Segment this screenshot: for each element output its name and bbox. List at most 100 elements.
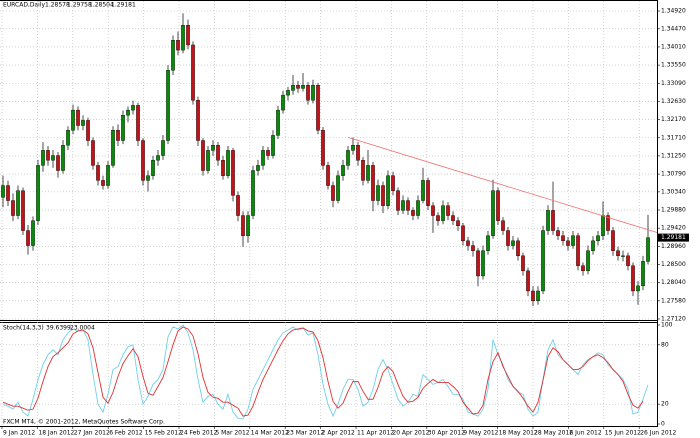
- candle-body: [391, 175, 395, 191]
- y-tick-label: 1.33090: [661, 80, 686, 87]
- ohlc-value: 1.29758: [67, 2, 92, 9]
- candle-body: [131, 105, 135, 111]
- x-tick-label: 24 Feb 2012: [180, 430, 218, 437]
- candle-body: [641, 261, 645, 287]
- candle-body: [61, 145, 65, 171]
- candle-body: [21, 190, 25, 231]
- candle-body: [216, 145, 220, 161]
- candle-body: [491, 190, 495, 236]
- candle-body: [511, 240, 515, 246]
- candle-body: [626, 255, 630, 266]
- candle-body: [146, 175, 150, 181]
- x-tick-label: 18 May 2012: [499, 430, 538, 437]
- candle-body: [631, 265, 635, 292]
- candle-body: [81, 120, 85, 126]
- candle-body: [91, 140, 95, 166]
- candle-body: [541, 230, 545, 292]
- y-tick-label: 1.27580: [661, 297, 686, 304]
- candle-body: [11, 200, 15, 216]
- candle-body: [486, 235, 490, 251]
- footer: FXCM MT4, © 2001-2012, MetaQuotes Softwa…: [3, 419, 165, 426]
- x-tick-label: 11 Apr 2012: [357, 430, 394, 437]
- x-tick-label: 9 May 2012: [463, 430, 498, 437]
- candle-body: [1, 185, 5, 198]
- candle-body: [406, 200, 410, 211]
- y-tick-label: 1.30340: [661, 188, 686, 195]
- candle-body: [561, 235, 565, 242]
- candle-body: [506, 230, 510, 246]
- y-tick-label: 1.34470: [661, 25, 686, 32]
- candle-body: [576, 235, 580, 266]
- candle-body: [496, 190, 500, 221]
- candle-body: [46, 150, 50, 161]
- x-tick-label: 23 Mar 2012: [286, 430, 324, 437]
- candle-body: [386, 175, 390, 206]
- candle-body: [616, 250, 620, 257]
- candle-body: [361, 160, 365, 181]
- candle-body: [566, 240, 570, 246]
- candle-body: [581, 265, 585, 272]
- candle-body: [436, 215, 440, 221]
- candle-body: [201, 140, 205, 171]
- candle-body: [531, 290, 535, 302]
- candle-body: [121, 115, 125, 141]
- candle-body: [366, 165, 370, 181]
- candle-body: [176, 40, 180, 51]
- candle-body: [461, 225, 465, 242]
- candle-body: [261, 150, 265, 166]
- candle-body: [381, 185, 385, 206]
- x-tick-label: 5 Mar 2012: [215, 430, 249, 437]
- stoch-line: [2, 324, 649, 420]
- candle-body: [471, 245, 475, 251]
- y-tick-label: 1.32630: [661, 98, 686, 105]
- y-tick-label: 100: [661, 322, 673, 329]
- y-tick-label: 1.31710: [661, 134, 686, 141]
- x-tick-label: 6 Jun 2012: [569, 430, 601, 437]
- candle-body: [51, 155, 55, 161]
- x-tick-label: 14 Mar 2012: [251, 430, 289, 437]
- candle-body: [476, 250, 480, 277]
- y-tick-label: 20: [661, 401, 669, 408]
- candle-body: [26, 230, 30, 246]
- candle-body: [316, 85, 320, 131]
- candle-body: [346, 150, 350, 166]
- x-tick-label: 28 May 2012: [534, 430, 573, 437]
- indicator-value: 23.0004: [70, 325, 95, 332]
- candle-body: [636, 285, 640, 292]
- candle-body: [111, 130, 115, 166]
- y-tick-label: 1.33550: [661, 62, 686, 69]
- price-marker: [657, 233, 689, 242]
- candle-body: [266, 150, 270, 156]
- candle-body: [86, 120, 90, 141]
- y-tick-label: 1.27120: [661, 316, 686, 323]
- candle-body: [136, 105, 140, 141]
- indicator-value: 39.6399: [46, 325, 71, 332]
- trendline: [347, 136, 658, 233]
- price-label: 1.29181: [661, 234, 686, 241]
- candle-body: [96, 165, 100, 181]
- candle-body: [76, 109, 80, 126]
- stoch-line: [2, 326, 644, 417]
- candle-body: [376, 185, 380, 201]
- candle-body: [241, 215, 245, 236]
- candle-body: [466, 240, 470, 246]
- candle-body: [16, 190, 20, 216]
- candle-body: [431, 205, 435, 216]
- candle-body: [396, 190, 400, 211]
- ohlc-value: 1.29181: [111, 2, 136, 9]
- candle-body: [451, 215, 455, 221]
- candle-body: [221, 160, 225, 176]
- y-tick-label: 1.32170: [661, 116, 686, 123]
- candle-body: [281, 94, 285, 111]
- candle-body: [301, 85, 305, 89]
- candle-body: [126, 109, 130, 116]
- candle-body: [181, 25, 185, 51]
- y-tick-label: 1.30790: [661, 171, 686, 178]
- ohlc-value: 1.28504: [89, 2, 114, 9]
- candle-body: [6, 185, 10, 201]
- candle-body: [211, 145, 215, 151]
- x-tick-label: 27 Jan 2012: [74, 430, 110, 437]
- candle-body: [586, 250, 590, 272]
